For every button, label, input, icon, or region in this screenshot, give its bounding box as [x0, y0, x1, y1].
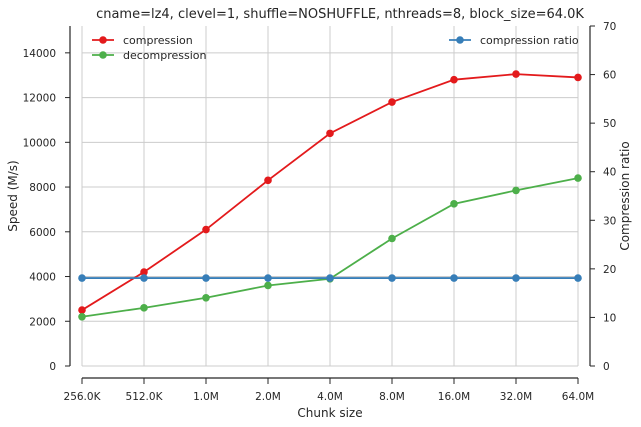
y-right-tick-label: 50	[603, 118, 616, 130]
y-right-tick-label: 60	[603, 70, 616, 82]
y-right-tick-label: 20	[603, 264, 616, 276]
y-right-tick-label: 40	[603, 167, 616, 179]
data-point	[574, 73, 582, 82]
y-axis-label-left: Speed (M/s)	[6, 160, 20, 231]
data-point	[140, 268, 148, 276]
data-point	[140, 304, 148, 312]
series-layer	[78, 70, 582, 321]
data-point	[574, 274, 582, 282]
y-tick-label: 6000	[29, 227, 56, 239]
x-tick-label: 16.0M	[438, 391, 470, 403]
y-right-tick-label: 30	[603, 215, 616, 227]
data-point	[512, 70, 520, 78]
legend-layer: compression decompression compression rati…	[92, 34, 579, 62]
data-point	[388, 274, 396, 282]
x-tick-label: 32.0M	[500, 391, 532, 403]
data-point	[264, 281, 272, 290]
data-point	[450, 274, 458, 282]
y-tick-label: 0	[49, 361, 56, 373]
series-compression	[78, 70, 582, 314]
legend-label: compression	[123, 34, 193, 47]
data-point	[326, 274, 334, 282]
x-tick-label: 1.0M	[193, 391, 219, 403]
x-tick-label: 512.0K	[126, 391, 164, 403]
data-point	[450, 75, 458, 84]
x-tick-label: 256.0K	[64, 391, 102, 403]
data-point	[140, 274, 148, 282]
data-point	[512, 186, 520, 195]
y-right-tick-label: 70	[603, 21, 616, 33]
data-point	[388, 234, 396, 243]
data-point	[326, 129, 334, 138]
x-tick-label: 8.0M	[379, 391, 405, 403]
legend-swatch-marker	[99, 51, 107, 59]
x-tick-label: 64.0M	[562, 391, 594, 403]
data-point	[388, 98, 396, 106]
data-point	[78, 306, 86, 314]
x-tick-label: 4.0M	[317, 391, 343, 403]
y-tick-label: 14000	[23, 48, 56, 60]
data-point	[264, 274, 272, 282]
data-point	[78, 274, 86, 282]
x-tick-label: 2.0M	[255, 391, 281, 403]
data-point	[574, 174, 582, 182]
chart-title: cname=lz4, clevel=1, shuffle=NOSHUFFLE, …	[96, 7, 584, 22]
data-point	[450, 200, 458, 208]
data-point	[202, 293, 210, 302]
y-right-tick-label: 0	[603, 361, 610, 373]
y-tick-label: 8000	[29, 182, 56, 194]
series-compression-ratio	[78, 274, 582, 282]
grid-lines	[81, 26, 579, 367]
legend-label: compression ratio	[480, 34, 579, 47]
legend-swatch-marker	[456, 36, 464, 44]
data-point	[264, 176, 272, 185]
y-right-tick-label: 10	[603, 312, 616, 324]
y-tick-label: 12000	[23, 93, 56, 105]
y-tick-label: 2000	[29, 316, 56, 328]
data-point	[78, 312, 86, 321]
data-point	[202, 225, 210, 234]
legend-label: decompression	[123, 49, 207, 62]
data-point	[512, 274, 520, 282]
axes: 0 2000 4000 6000 8000 10000 12000 14000 0 10 20 30 4…	[23, 21, 617, 403]
y-axis-label-right: Compression ratio	[618, 141, 632, 250]
data-point	[202, 274, 210, 282]
legend-swatch-marker	[99, 36, 107, 44]
x-axis-label: Chunk size	[297, 406, 362, 420]
y-tick-label: 10000	[23, 137, 56, 149]
y-tick-label: 4000	[29, 272, 56, 284]
